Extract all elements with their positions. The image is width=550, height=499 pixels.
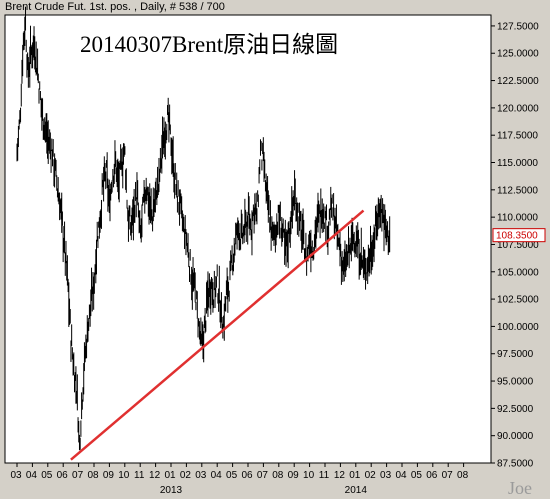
x-tick-label: 06 bbox=[426, 470, 438, 481]
x-tick-label: 11 bbox=[319, 470, 330, 481]
x-tick-label: 01 bbox=[164, 470, 176, 481]
y-tick-label: 115.0000 bbox=[497, 158, 538, 169]
y-tick-label: 122.5000 bbox=[497, 76, 539, 87]
x-tick-label: 07 bbox=[72, 470, 84, 481]
chart-header: Brent Crude Fut. 1st. pos. , Daily, # 53… bbox=[5, 1, 225, 13]
x-tick-label: 08 bbox=[457, 470, 469, 481]
x-axis: 03 04 05 06 07 08 09 10 11 12 01 02 03 04 05 06 07 08 09 10… bbox=[10, 463, 469, 496]
y-tick-label: 110.0000 bbox=[497, 213, 538, 224]
x-tick-label: 09 bbox=[103, 470, 115, 481]
y-tick-label: 92.5000 bbox=[497, 404, 534, 415]
x-tick-label: 06 bbox=[241, 470, 253, 481]
x-tick-label: 10 bbox=[118, 470, 130, 481]
x-tick-label: 02 bbox=[365, 470, 377, 481]
price-bars bbox=[16, 6, 391, 451]
x-tick-label: 03 bbox=[195, 470, 207, 481]
last-value-marker: 108.3500 bbox=[492, 228, 546, 243]
x-tick-label: 08 bbox=[272, 470, 284, 481]
x-tick-label: 05 bbox=[226, 470, 238, 481]
y-tick-label: 97.5000 bbox=[497, 349, 534, 360]
x-tick-label: 12 bbox=[149, 470, 161, 481]
x-tick-label: 09 bbox=[288, 470, 300, 481]
x-tick-label: 04 bbox=[26, 470, 38, 481]
y-tick-label: 105.0000 bbox=[497, 267, 539, 278]
year-label: 2013 bbox=[160, 485, 183, 496]
y-tick-label: 95.0000 bbox=[497, 377, 534, 388]
y-tick-label: 125.0000 bbox=[497, 49, 539, 60]
y-tick-label: 87.5000 bbox=[497, 459, 534, 470]
y-tick-label: 100.0000 bbox=[497, 322, 539, 333]
x-tick-label: 03 bbox=[380, 470, 392, 481]
last-value-box bbox=[492, 228, 546, 243]
x-tick-label: 05 bbox=[411, 470, 423, 481]
y-tick-label: 102.5000 bbox=[497, 295, 539, 306]
y-tick-label: 120.0000 bbox=[497, 103, 539, 114]
x-tick-label: 04 bbox=[395, 470, 407, 481]
chart-title: 20140307Brent原油日線圖 bbox=[80, 32, 339, 57]
last-value-label: 108.3500 bbox=[496, 231, 538, 242]
x-tick-label: 02 bbox=[180, 470, 192, 481]
y-tick-label: 107.5000 bbox=[497, 240, 539, 251]
year-label: 2014 bbox=[345, 485, 368, 496]
x-tick-label: 03 bbox=[10, 470, 22, 481]
x-tick-label: 11 bbox=[134, 470, 145, 481]
x-tick-label: 07 bbox=[257, 470, 269, 481]
x-tick-label: 05 bbox=[41, 470, 53, 481]
x-tick-label: 07 bbox=[442, 470, 454, 481]
x-tick-label: 08 bbox=[87, 470, 99, 481]
trendline bbox=[70, 209, 365, 461]
y-tick-label: 117.5000 bbox=[497, 131, 538, 142]
x-tick-label: 10 bbox=[303, 470, 315, 481]
y-axis: 127.5000 125.0000 122.5000 120.0000 117.5000… bbox=[491, 21, 539, 470]
x-tick-label: 04 bbox=[211, 470, 223, 481]
y-tick-label: 112.5000 bbox=[497, 185, 538, 196]
y-tick-label: 127.5000 bbox=[497, 21, 539, 32]
y-tick-label: 90.0000 bbox=[497, 431, 534, 442]
x-tick-label: 06 bbox=[57, 470, 69, 481]
x-tick-label: 01 bbox=[349, 470, 361, 481]
watermark: Joe bbox=[508, 478, 532, 498]
x-tick-label: 12 bbox=[334, 470, 346, 481]
